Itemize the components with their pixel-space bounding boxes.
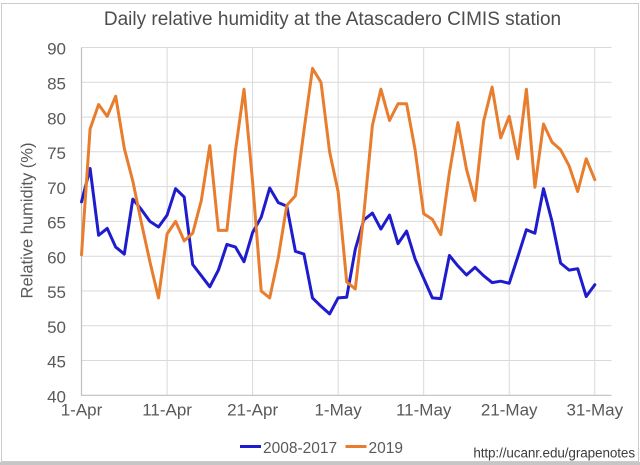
svg-text:80: 80: [47, 109, 66, 128]
svg-text:55: 55: [47, 283, 66, 302]
svg-text:31-May: 31-May: [566, 401, 623, 420]
svg-text:http://ucanr.edu/grapenotes: http://ucanr.edu/grapenotes: [473, 446, 635, 461]
svg-text:2008-2017: 2008-2017: [263, 440, 337, 457]
svg-text:Daily relative humidity at the: Daily relative humidity at the Atascader…: [104, 9, 561, 30]
svg-text:75: 75: [47, 144, 66, 163]
svg-text:50: 50: [47, 318, 66, 337]
svg-text:1-Apr: 1-Apr: [61, 401, 103, 420]
svg-text:2019: 2019: [369, 440, 403, 457]
svg-text:21-Apr: 21-Apr: [227, 401, 278, 420]
svg-text:11-Apr: 11-Apr: [142, 401, 192, 420]
svg-text:70: 70: [47, 179, 66, 198]
svg-text:90: 90: [47, 40, 66, 59]
svg-text:60: 60: [47, 248, 66, 267]
svg-text:40: 40: [47, 388, 66, 407]
svg-text:11-May: 11-May: [396, 401, 452, 420]
svg-text:21-May: 21-May: [481, 401, 538, 420]
svg-text:1-May: 1-May: [314, 401, 362, 420]
svg-text:85: 85: [47, 75, 66, 94]
svg-text:65: 65: [47, 214, 66, 233]
svg-text:45: 45: [47, 353, 66, 372]
svg-text:Relative humidity (%): Relative humidity (%): [19, 143, 37, 299]
